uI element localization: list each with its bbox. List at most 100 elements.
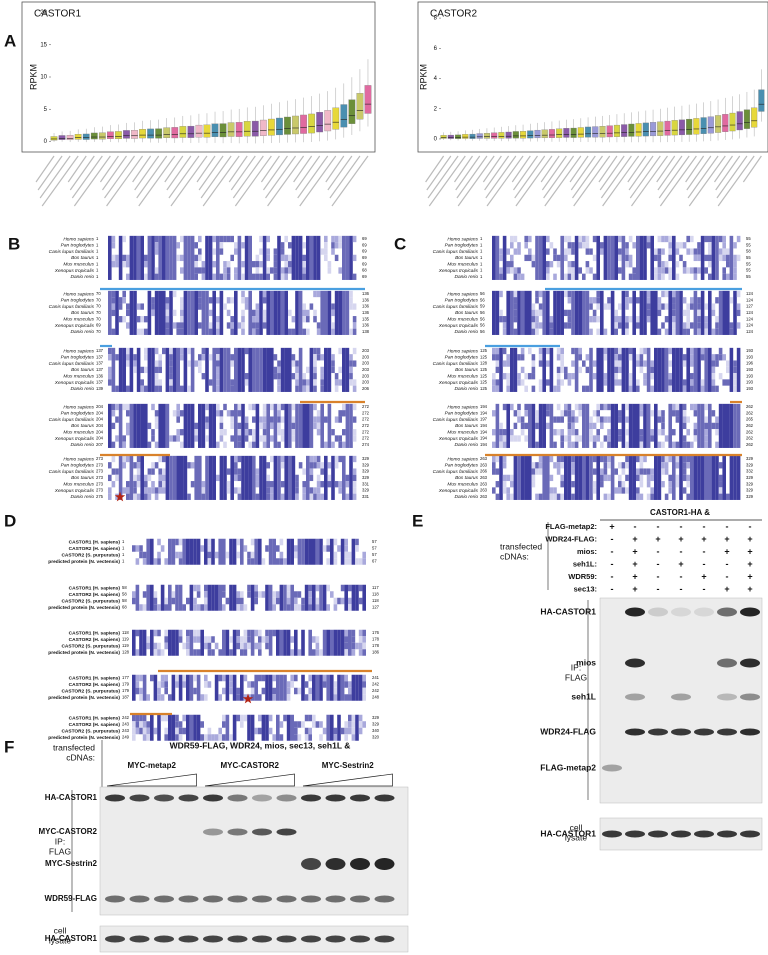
residue xyxy=(639,429,644,436)
residue xyxy=(567,373,572,380)
blot-band xyxy=(648,830,668,838)
residue-end: 329 xyxy=(746,494,754,499)
residue xyxy=(312,636,316,643)
residue-end: 329 xyxy=(746,481,754,486)
tissue-label-mark xyxy=(628,155,654,191)
sign: - xyxy=(703,546,706,556)
residue xyxy=(223,261,227,268)
residue xyxy=(675,441,680,448)
residue-start: 194 xyxy=(480,429,488,434)
residue xyxy=(139,721,143,728)
residue xyxy=(302,316,306,323)
plot-frame xyxy=(417,1,768,153)
residue xyxy=(136,328,141,335)
tissue-label-mark xyxy=(484,155,510,191)
residue xyxy=(140,328,144,335)
conserved-column xyxy=(165,235,170,280)
blot-band xyxy=(154,895,174,903)
residue xyxy=(135,727,140,735)
conserved-column xyxy=(528,290,532,335)
sequence-name: Bos taurus xyxy=(71,255,95,261)
residue xyxy=(510,235,514,243)
residue xyxy=(252,273,256,280)
residue xyxy=(164,642,168,650)
conserved-column xyxy=(259,455,263,500)
residue xyxy=(672,429,676,436)
residue xyxy=(524,403,528,411)
sign: - xyxy=(657,571,660,581)
residue xyxy=(270,403,274,411)
residue xyxy=(219,242,224,249)
residue xyxy=(342,441,346,448)
box xyxy=(147,128,154,139)
residue xyxy=(244,373,249,380)
residue xyxy=(693,429,698,436)
conserved-column xyxy=(212,347,216,392)
residue xyxy=(718,254,723,262)
sequence-name: Homo sapiens xyxy=(447,291,478,297)
residue xyxy=(164,597,168,605)
residue xyxy=(549,487,554,494)
residue xyxy=(157,687,161,695)
residue xyxy=(111,410,116,417)
residue xyxy=(297,734,302,741)
residue-end: 55 xyxy=(746,255,751,260)
residue xyxy=(553,273,557,280)
box xyxy=(541,129,548,139)
row-label: WDR24-FLAG: xyxy=(545,534,597,543)
blot-band xyxy=(203,794,223,802)
residue xyxy=(302,481,306,488)
residue xyxy=(625,474,629,482)
conserved-column xyxy=(108,290,112,335)
residue xyxy=(126,273,130,280)
residue xyxy=(331,242,335,249)
conserved-column xyxy=(600,347,604,392)
residue xyxy=(517,410,521,417)
conserved-column xyxy=(226,347,231,392)
residue xyxy=(259,422,263,430)
residue xyxy=(243,545,248,552)
residue xyxy=(499,429,503,436)
residue xyxy=(603,416,608,423)
conserved-column xyxy=(129,403,134,448)
conserved-column xyxy=(140,235,144,280)
residue xyxy=(646,290,651,298)
residue xyxy=(320,468,324,475)
residue xyxy=(639,403,644,411)
conserved-column xyxy=(205,347,209,392)
residue xyxy=(333,681,338,688)
residue xyxy=(218,734,222,741)
residue xyxy=(517,416,521,423)
residue xyxy=(358,721,363,728)
box xyxy=(316,112,324,133)
residue-start: 273 xyxy=(96,481,104,486)
residue xyxy=(270,435,274,442)
residue xyxy=(313,487,317,494)
residue xyxy=(136,303,141,310)
residue xyxy=(229,636,233,643)
conserved-column xyxy=(211,584,215,611)
residue xyxy=(175,681,179,688)
residue xyxy=(291,429,296,436)
conserved-column xyxy=(355,584,359,611)
residue xyxy=(664,455,669,463)
residue xyxy=(326,584,330,592)
residue xyxy=(157,629,161,637)
residue xyxy=(226,309,231,317)
residue xyxy=(243,629,248,637)
sign: + xyxy=(632,584,637,594)
residue xyxy=(255,322,260,329)
residue xyxy=(182,604,186,611)
blot-band xyxy=(105,895,125,903)
residue xyxy=(722,379,726,386)
residue xyxy=(650,487,654,494)
residue xyxy=(259,261,263,268)
conserved-column xyxy=(585,403,590,448)
residue xyxy=(158,468,162,475)
residue xyxy=(142,558,147,565)
residue xyxy=(362,636,366,643)
sequence-name: Danio rerio xyxy=(71,329,95,335)
conserved-column xyxy=(349,403,353,448)
box xyxy=(284,116,291,135)
conserved-column xyxy=(168,584,172,611)
